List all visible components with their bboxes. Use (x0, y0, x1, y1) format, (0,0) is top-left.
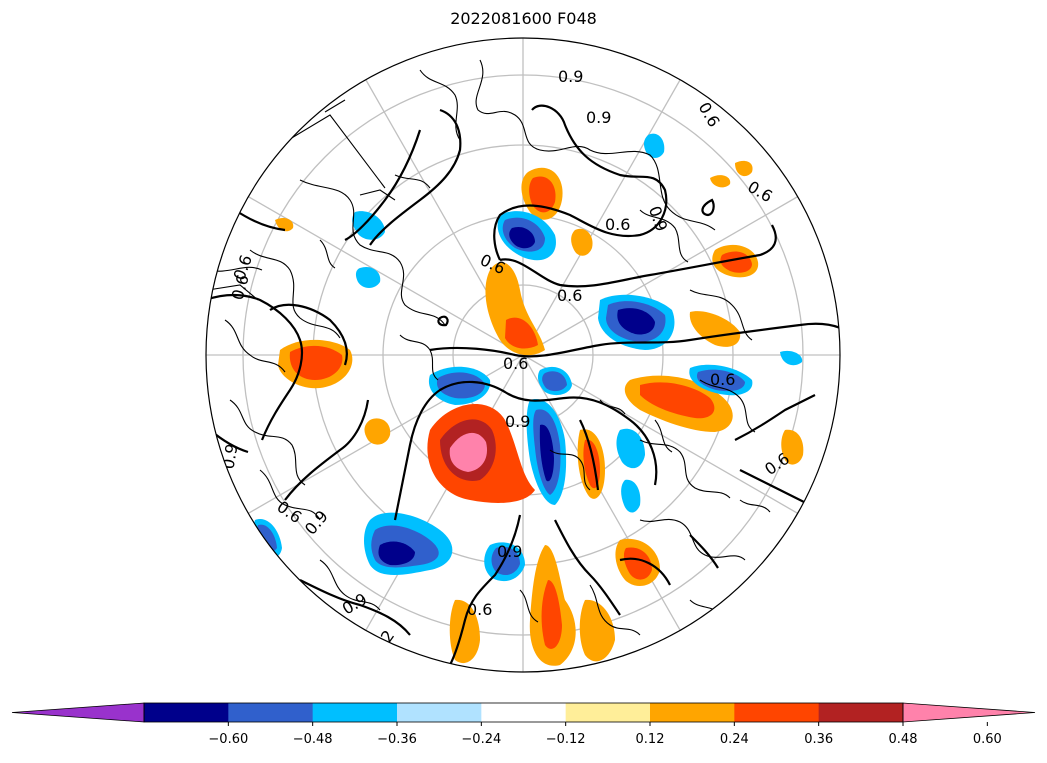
colorbar-tick-label: 0.24 (720, 732, 749, 747)
colorbar-tick-label: 0.36 (804, 732, 833, 747)
colorbar-swatch (312, 703, 398, 722)
contour-label: 0.9 (558, 67, 583, 86)
colorbar-tick-label: −0.12 (546, 732, 586, 747)
colorbar-tick-label: −0.24 (461, 732, 501, 747)
colorbar-tick-label: 0.48 (889, 732, 918, 747)
contour-label: 0.6 (710, 370, 735, 389)
contour-label: 0.6 (467, 600, 492, 619)
colorbar-swatch (818, 703, 904, 722)
contour-label: 0.6 (605, 215, 630, 234)
colorbar-swatch (650, 703, 735, 722)
colorbar-swatch (565, 703, 651, 722)
colorbar-extend-low (11, 702, 145, 723)
map-content: 0.9 0.9 0.6 0.6 0.6 0.6 0.6 0.6 0.9 0.9 … (206, 38, 840, 672)
positive-anomalies (275, 160, 804, 666)
contour-lines (206, 104, 840, 666)
colorbar-frame (143, 702, 904, 723)
contour-label: 0.9 (218, 442, 241, 470)
contour-label: 0.9 (505, 412, 530, 431)
contour-label: 0.9 (645, 203, 672, 233)
contour-label: 0.6 (744, 177, 776, 206)
colorbar-swatch (397, 703, 482, 722)
contour-label: 0.6 (557, 286, 582, 305)
colorbar-tick-label: 0.60 (973, 732, 1002, 747)
contour-label: 0.9 (586, 108, 611, 127)
colorbar-swatches (144, 703, 904, 722)
colorbar-tick-label: −0.48 (293, 732, 333, 747)
contour-label: 0.6 (274, 497, 306, 527)
colorbar-tick-label: −0.36 (377, 732, 417, 747)
colorbar-ticks: −0.60 −0.48 −0.36 −0.24 −0.12 0.12 0.24 0.36 0.4… (208, 722, 1002, 747)
contour-label: 0.9 (497, 542, 522, 561)
contour-label: 0.6 (695, 99, 724, 131)
map-title: 2022081600 F048 (450, 9, 597, 28)
colorbar-swatch (228, 703, 314, 722)
colorbar-tick-label: −0.60 (208, 732, 248, 747)
colorbar-tick-label: 0.12 (636, 732, 665, 747)
contour-label: 0.6 (503, 354, 528, 373)
colorbar-swatch (734, 703, 820, 722)
map-boundary (205, 37, 841, 673)
colorbar-extend-high (902, 702, 1036, 723)
colorbar-swatch (144, 703, 229, 722)
contour-label: 1.2 (368, 627, 398, 659)
colorbar: −0.60 −0.48 −0.36 −0.24 −0.12 0.12 0.24 0.36 0.4… (11, 702, 1036, 747)
negative-anomalies (253, 133, 803, 582)
contour-label: 0.9 (301, 507, 332, 539)
colorbar-swatch (481, 703, 567, 722)
